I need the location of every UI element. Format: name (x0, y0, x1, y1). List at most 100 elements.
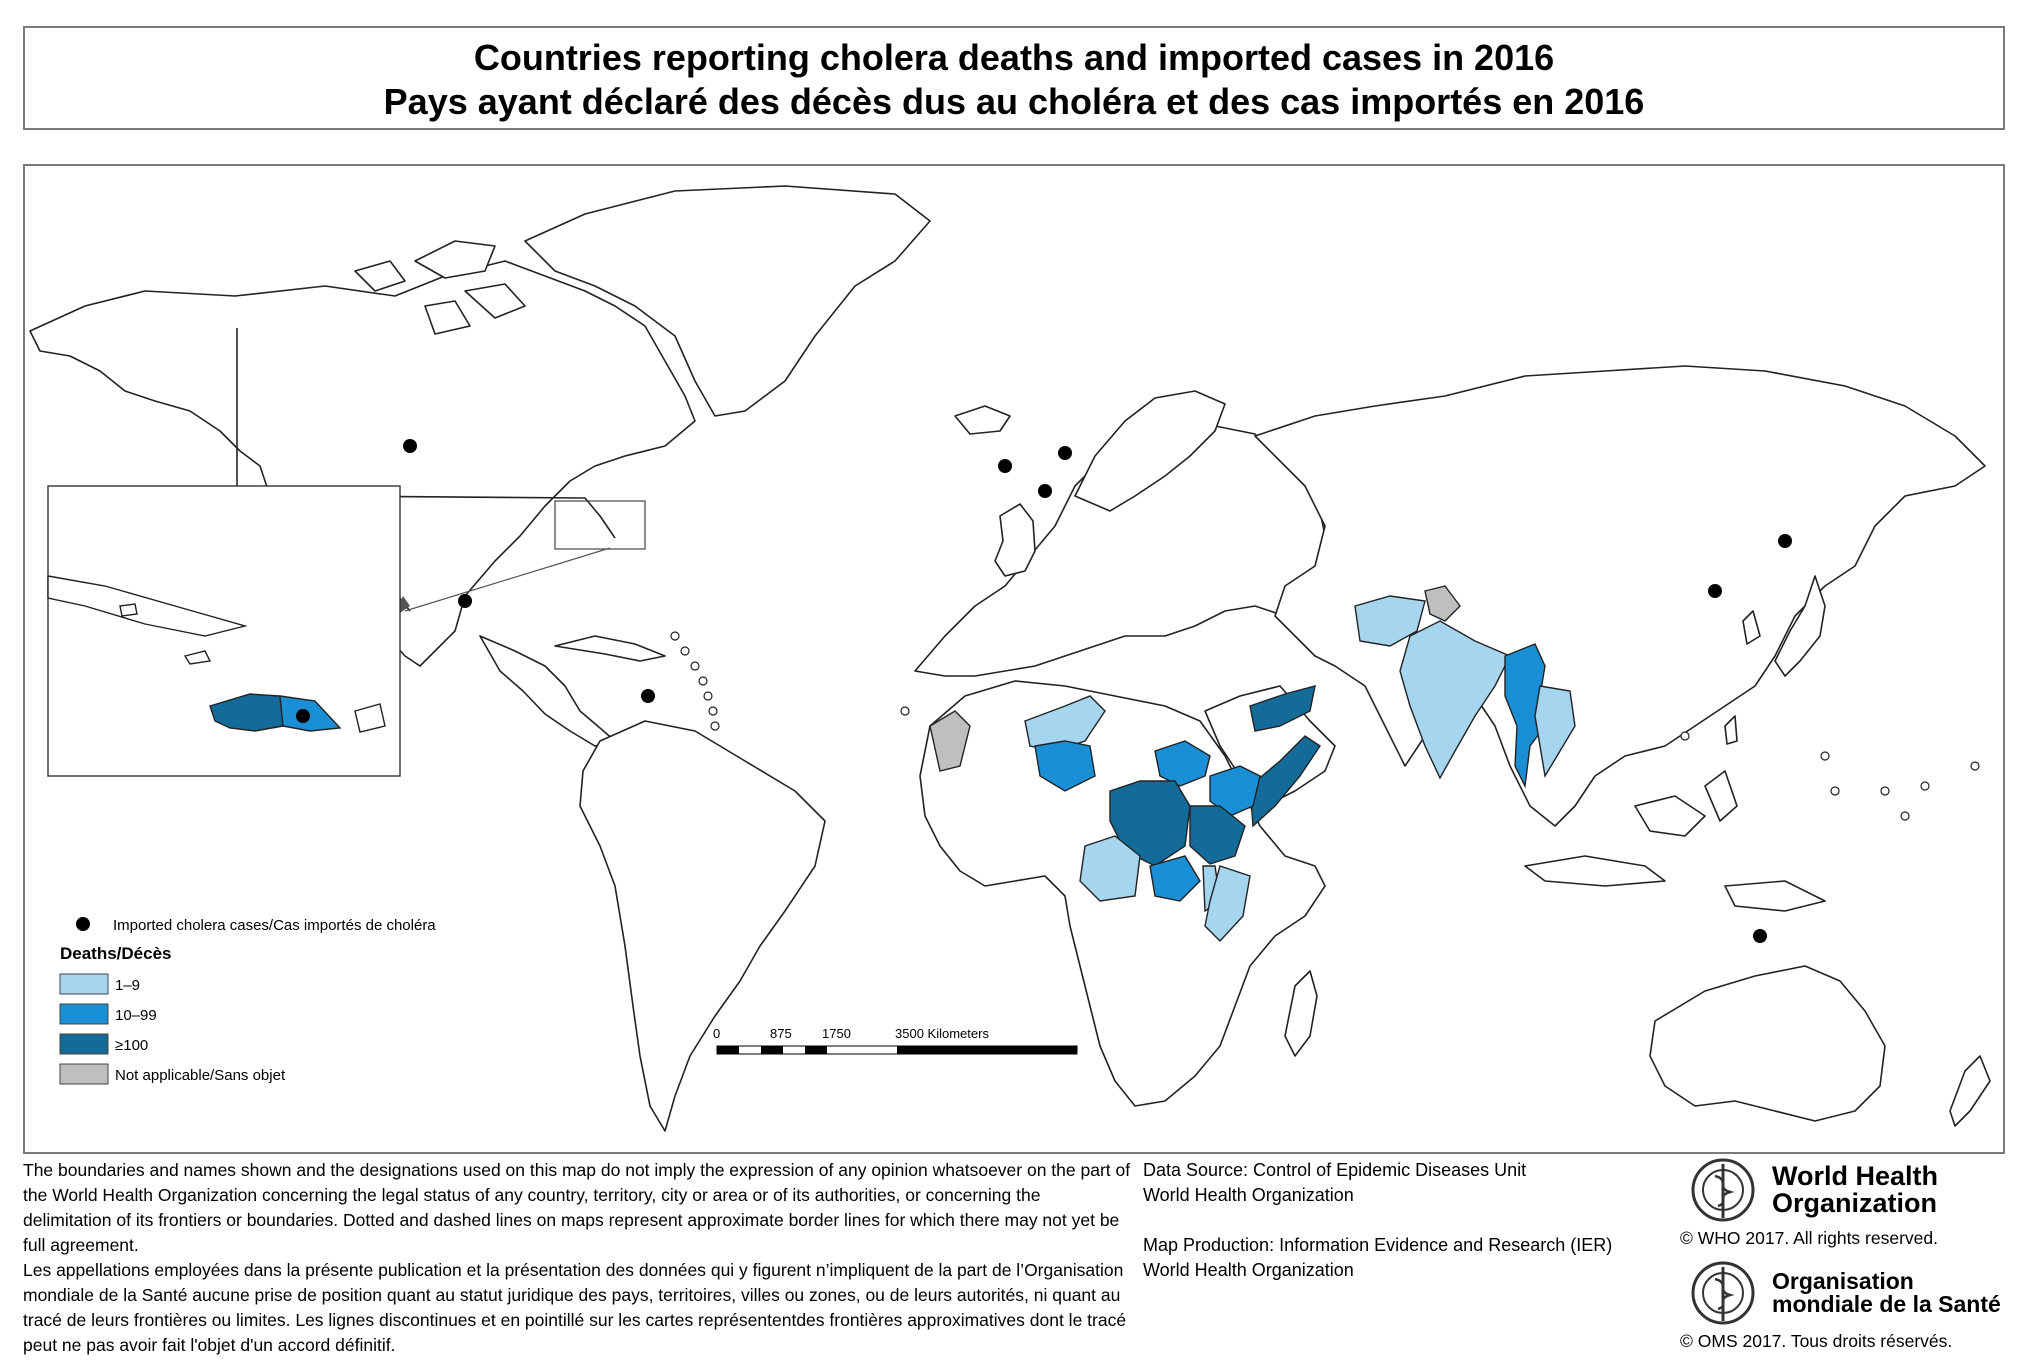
south-sudan-10-99[interactable] (1154, 740, 1211, 787)
zambia-10-99[interactable] (1149, 855, 1201, 902)
scale-tick-875: 875 (770, 1026, 792, 1041)
territory-marker (1680, 731, 1690, 741)
niger-1-9[interactable] (1024, 695, 1106, 752)
map-production-line-1: Map Production: Information Evidence and… (1143, 1235, 1613, 1255)
imported-korea[interactable] (1708, 584, 1722, 598)
drc-100plus[interactable] (1109, 780, 1191, 867)
who-emblem-icon (1691, 1158, 1755, 1222)
greenland (524, 185, 931, 417)
arabian-peninsula (1204, 685, 1336, 807)
who-name-fr-line-2: mondiale de la Santé (1772, 1291, 2001, 1317)
legend-swatch-1-9 (59, 973, 109, 995)
afghanistan-1-9[interactable] (1354, 595, 1426, 647)
inset-island (119, 603, 138, 617)
madagascar (1284, 970, 1318, 1057)
imported-dominican-republic[interactable] (641, 689, 655, 703)
imported-uk[interactable] (998, 459, 1012, 473)
scale-bar: 0 875 1750 3500 Kilometers (713, 1026, 1078, 1055)
imported-netherlands[interactable] (1058, 446, 1072, 460)
legend-swatch-na (59, 1063, 109, 1085)
title-box: Countries reporting cholera deaths and i… (23, 26, 2005, 130)
who-name-en-line-1: World Health (1772, 1161, 1939, 1191)
somalia-100plus[interactable] (1249, 735, 1321, 828)
inset-pointer-line (404, 547, 611, 612)
territory-marker (670, 631, 680, 641)
new-zealand (1949, 1055, 1991, 1127)
territory-marker (708, 706, 718, 716)
title-english: Countries reporting cholera deaths and i… (473, 37, 1555, 78)
kashmir-na[interactable] (1424, 585, 1461, 622)
imported-legend-icon (76, 917, 90, 931)
who-name-en: World Health Organization (1772, 1163, 1938, 1217)
japan (1774, 575, 1826, 677)
territory-marker (703, 691, 713, 701)
map-production-line-2: World Health Organization (1143, 1260, 1354, 1280)
scale-tick-3500: 3500 Kilometers (895, 1026, 989, 1041)
map-frame: Imported cholera cases/Cas importés de c… (23, 164, 2005, 1154)
territory-marker (1970, 761, 1980, 771)
imported-canada[interactable] (403, 439, 417, 453)
inset-cuba (47, 575, 248, 637)
territory-marker (698, 676, 708, 686)
canada-us-border (324, 495, 616, 539)
who-copyright-en: © WHO 2017. All rights reserved. (1680, 1228, 1938, 1248)
inset-haiti-100plus[interactable] (209, 693, 284, 732)
kenya-10-99[interactable] (1209, 765, 1261, 817)
iceland (954, 405, 1011, 435)
data-source-line-2: World Health Organization (1143, 1185, 1354, 1205)
inset-puerto-rico (354, 703, 386, 733)
imported-france[interactable] (1038, 484, 1052, 498)
india-1-9[interactable] (1399, 620, 1511, 780)
who-emblem-icon (1691, 1261, 1755, 1325)
great-britain (994, 503, 1036, 577)
mozambique-1-9[interactable] (1204, 865, 1251, 943)
scale-tick-0: 0 (713, 1026, 720, 1041)
title-french: Pays ayant déclaré des décès dus au chol… (383, 81, 1645, 122)
territory-marker (1880, 786, 1890, 796)
arctic-islands (354, 240, 526, 335)
who-branding: World Health Organization © WHO 2017. Al… (1680, 1156, 2010, 1362)
scandinavia (1074, 390, 1226, 512)
territory-marker (1900, 811, 1910, 821)
myanmar-10-99[interactable] (1504, 643, 1546, 789)
disclaimer-french: Les appellations employées dans la prése… (23, 1260, 1127, 1355)
world-map[interactable]: Imported cholera cases/Cas importés de c… (25, 166, 2003, 1152)
tanzania-100plus[interactable] (1189, 805, 1246, 865)
territory-marker (680, 646, 690, 656)
imported-australia[interactable] (1753, 929, 1767, 943)
legend-swatch-100plus (59, 1033, 109, 1055)
asia (1254, 365, 1986, 827)
territory-marker (900, 706, 910, 716)
who-name-fr: Organisation mondiale de la Santé (1772, 1270, 2001, 1316)
taiwan-korea-islands (1724, 610, 1761, 745)
who-name-fr-line-1: Organisation (1772, 1268, 1914, 1294)
western-sahara-na[interactable] (929, 710, 971, 772)
scale-tick-1750: 1750 (822, 1026, 851, 1041)
thailand-1-9[interactable] (1534, 685, 1576, 778)
scale-bar-segment (805, 1046, 827, 1054)
inset-jamaica (183, 650, 212, 665)
territory-marker (690, 661, 700, 671)
territory-marker (1920, 781, 1930, 791)
data-source-line-1: Data Source: Control of Epidemic Disease… (1143, 1160, 1527, 1180)
imported-usa[interactable] (458, 594, 472, 608)
scale-bar-segment (897, 1046, 1077, 1054)
legend-swatch-10-99 (59, 1003, 109, 1025)
territory-marker (1830, 786, 1840, 796)
imported-inset-dominican-republic[interactable] (296, 709, 310, 723)
deaths-legend-title: Deaths/Décès (60, 944, 172, 963)
data-source: Data Source: Control of Epidemic Disease… (1143, 1158, 1663, 1208)
inset-haiti-dr-10-99[interactable] (279, 695, 342, 732)
disclaimer: The boundaries and names shown and the d… (23, 1158, 1133, 1358)
imported-japan[interactable] (1778, 534, 1792, 548)
disclaimer-english: The boundaries and names shown and the d… (23, 1160, 1131, 1255)
yemen-100plus[interactable] (1249, 685, 1316, 732)
cuba (554, 635, 666, 662)
nigeria-10-99[interactable] (1034, 740, 1096, 792)
who-name-en-line-2: Organization (1772, 1188, 1938, 1218)
who-copyright-fr: © OMS 2017. Tous droits réservés. (1680, 1331, 1953, 1351)
territory-marker (1820, 751, 1830, 761)
source-credits: Data Source: Control of Epidemic Disease… (1143, 1158, 1663, 1308)
angola-1-9[interactable] (1079, 835, 1141, 902)
legend-label-100plus: ≥100 (115, 1037, 148, 1054)
